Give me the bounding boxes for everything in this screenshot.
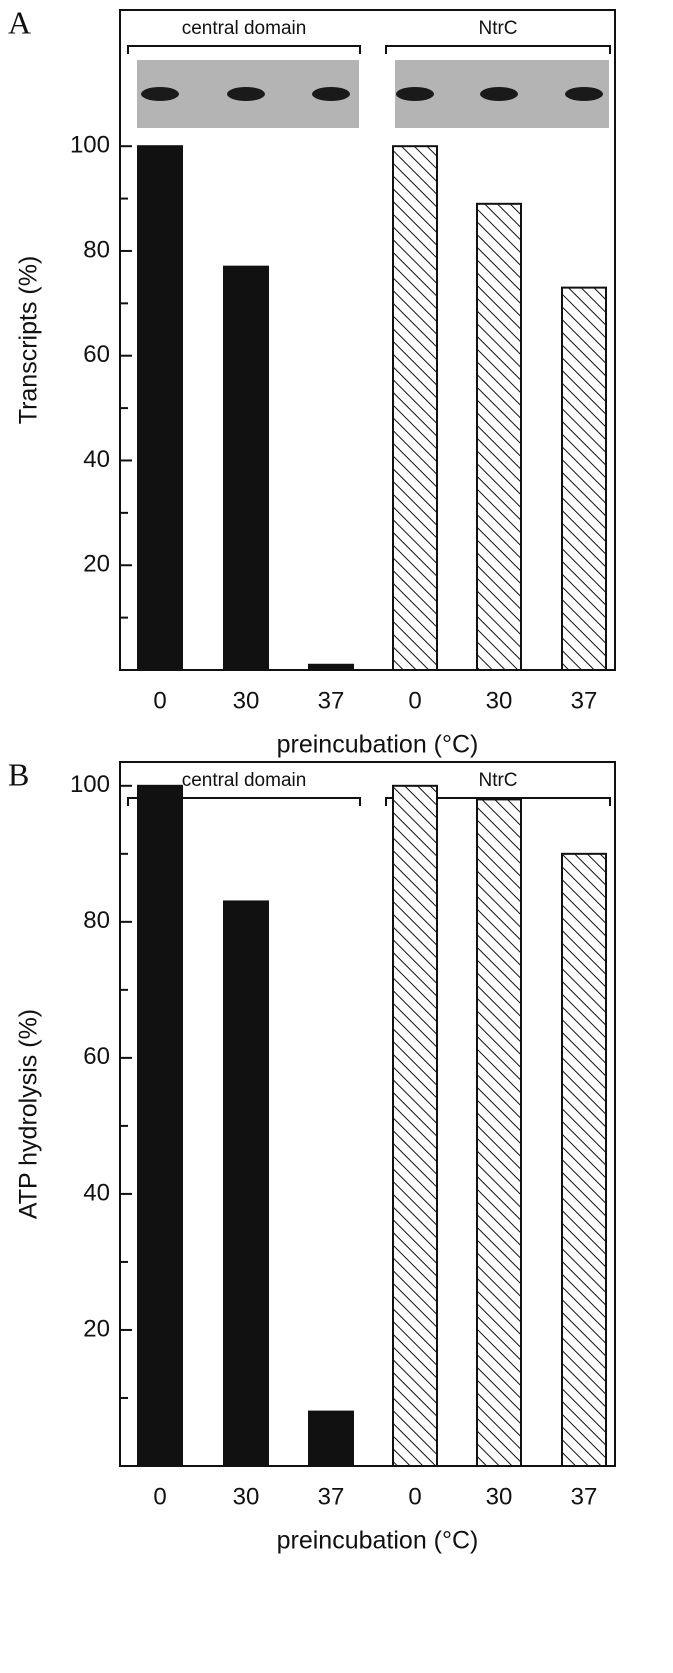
group-bracket bbox=[385, 797, 611, 806]
panel-label: B bbox=[8, 756, 29, 792]
x-tick-label: 37 bbox=[571, 687, 598, 714]
x-tick-label: 30 bbox=[486, 687, 513, 714]
group-label: central domain bbox=[182, 18, 307, 39]
y-tick-label: 40 bbox=[83, 446, 110, 473]
gel-band bbox=[141, 87, 179, 101]
bar bbox=[137, 784, 183, 1467]
bar bbox=[476, 202, 522, 672]
y-tick-label: 40 bbox=[83, 1179, 110, 1206]
group-label: NtrC bbox=[478, 770, 517, 791]
bar bbox=[308, 1410, 354, 1468]
bar bbox=[223, 265, 269, 671]
gel-band bbox=[565, 87, 603, 101]
x-tick-label: 30 bbox=[233, 1483, 260, 1510]
gel-band bbox=[227, 87, 265, 101]
y-tick-label: 100 bbox=[70, 771, 110, 798]
x-tick-label: 37 bbox=[318, 687, 345, 714]
plot-frame bbox=[119, 761, 616, 1467]
y-axis-label: Transcripts (%) bbox=[15, 256, 43, 425]
gel-band bbox=[480, 87, 518, 101]
bar bbox=[137, 145, 183, 671]
bar bbox=[223, 900, 269, 1467]
bar bbox=[561, 852, 607, 1467]
y-tick-label: 60 bbox=[83, 1043, 110, 1070]
x-tick-label: 0 bbox=[153, 1483, 166, 1510]
y-tick-label: 100 bbox=[70, 132, 110, 159]
group-bracket bbox=[127, 797, 361, 806]
x-axis-label: preincubation (°C) bbox=[277, 1527, 479, 1555]
x-tick-label: 0 bbox=[153, 687, 166, 714]
plot-frame bbox=[119, 9, 616, 671]
y-tick-label: 80 bbox=[83, 907, 110, 934]
panel-label: A bbox=[8, 4, 31, 40]
x-tick-label: 37 bbox=[571, 1483, 598, 1510]
x-tick-label: 30 bbox=[233, 687, 260, 714]
y-tick-label: 80 bbox=[83, 236, 110, 263]
gel-band bbox=[396, 87, 434, 101]
group-label: NtrC bbox=[478, 18, 517, 39]
y-tick-label: 60 bbox=[83, 341, 110, 368]
x-tick-label: 37 bbox=[318, 1483, 345, 1510]
y-axis-label: ATP hydrolysis (%) bbox=[15, 1009, 43, 1219]
bar bbox=[392, 784, 438, 1467]
bar bbox=[476, 798, 522, 1467]
group-bracket bbox=[127, 45, 361, 54]
x-tick-label: 30 bbox=[486, 1483, 513, 1510]
x-axis-label: preincubation (°C) bbox=[277, 731, 479, 759]
y-tick-label: 20 bbox=[83, 1315, 110, 1342]
group-label: central domain bbox=[182, 770, 307, 791]
bar bbox=[561, 286, 607, 671]
group-bracket bbox=[385, 45, 611, 54]
x-tick-label: 0 bbox=[408, 1483, 421, 1510]
bar bbox=[392, 145, 438, 671]
y-tick-label: 20 bbox=[83, 551, 110, 578]
gel-band bbox=[312, 87, 350, 101]
x-tick-label: 0 bbox=[408, 687, 421, 714]
bar bbox=[308, 663, 354, 671]
